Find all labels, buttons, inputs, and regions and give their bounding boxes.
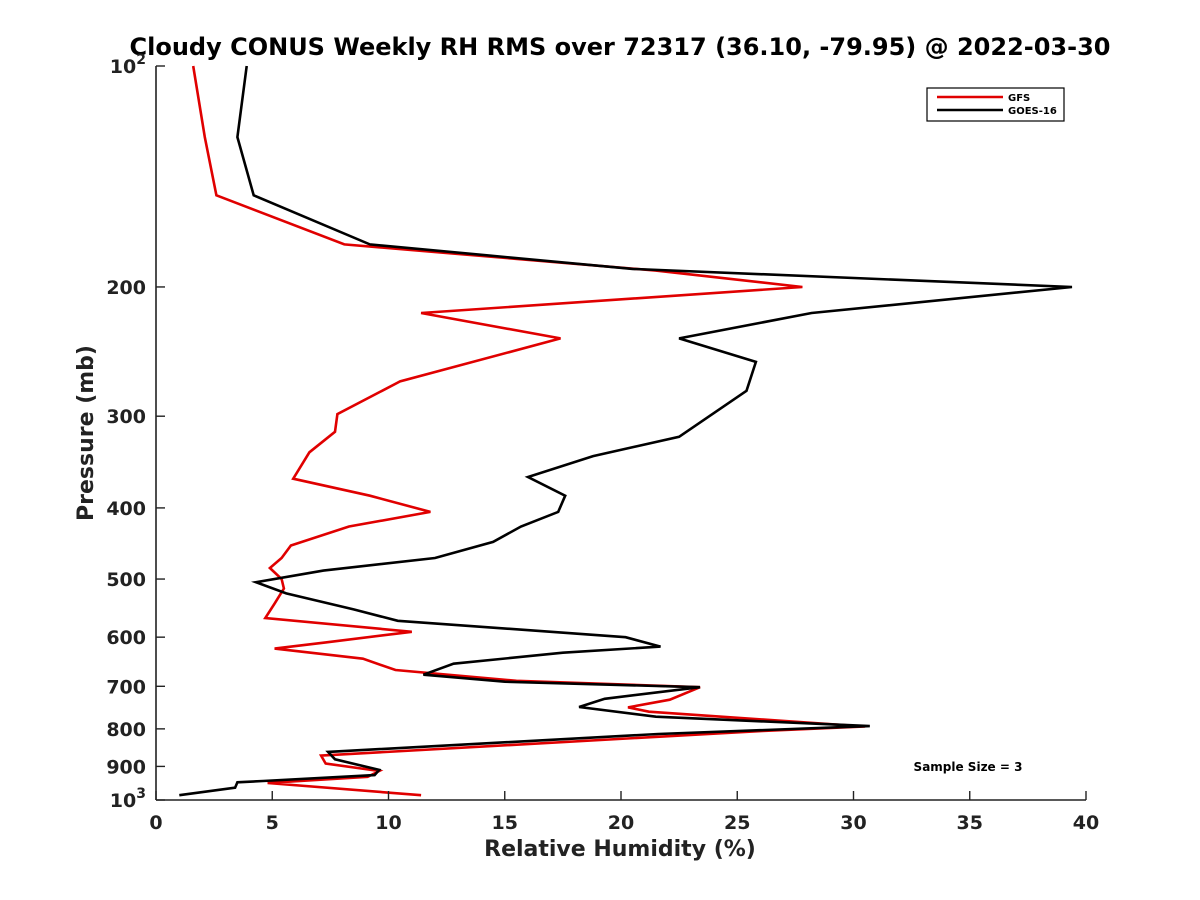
y-tick-label: 700: [106, 676, 146, 698]
y-tick-label: 300: [106, 406, 146, 428]
plot-area: 0 5 10 15 20 25 30 35 40 102 200 300 400 500 600 700 800…: [106, 52, 1099, 834]
x-tick-label: 10: [375, 812, 401, 834]
y-axis-label: Pressure (mb): [74, 345, 99, 521]
x-tick-label: 25: [724, 812, 750, 834]
x-tick-label: 15: [492, 812, 518, 834]
y-tick-label: 103: [110, 786, 146, 812]
y-tick-label: 900: [106, 756, 146, 778]
legend-label-gfs: GFS: [1008, 93, 1030, 104]
y-tick-label: 500: [106, 569, 146, 591]
x-tick-label: 35: [957, 812, 983, 834]
y-tick-label: 400: [106, 498, 146, 520]
x-tick-label: 20: [608, 812, 634, 834]
y-tick-label: 800: [106, 719, 146, 741]
y-tick-label: 600: [106, 627, 146, 649]
x-axis-label: Relative Humidity (%): [484, 837, 756, 862]
sample-size-annotation: Sample Size = 3: [914, 760, 1023, 774]
series-layer: [179, 65, 1073, 797]
x-tick-label: 0: [149, 812, 162, 834]
x-tick-label: 30: [840, 812, 866, 834]
axes-layer: 0 5 10 15 20 25 30 35 40 102 200 300 400 500 600 700 800…: [106, 52, 1099, 834]
series-line-goes-16: [179, 65, 1073, 797]
legend-box: [926, 87, 1065, 122]
legend: GFS GOES-16: [926, 87, 1065, 122]
x-tick-label: 5: [266, 812, 279, 834]
x-tick-label: 40: [1073, 812, 1099, 834]
chart-title: Cloudy CONUS Weekly RH RMS over 72317 (3…: [130, 33, 1111, 61]
legend-label-goes16: GOES-16: [1008, 106, 1057, 117]
y-tick-label: 200: [106, 277, 146, 299]
y-tick-label: 102: [110, 52, 146, 78]
